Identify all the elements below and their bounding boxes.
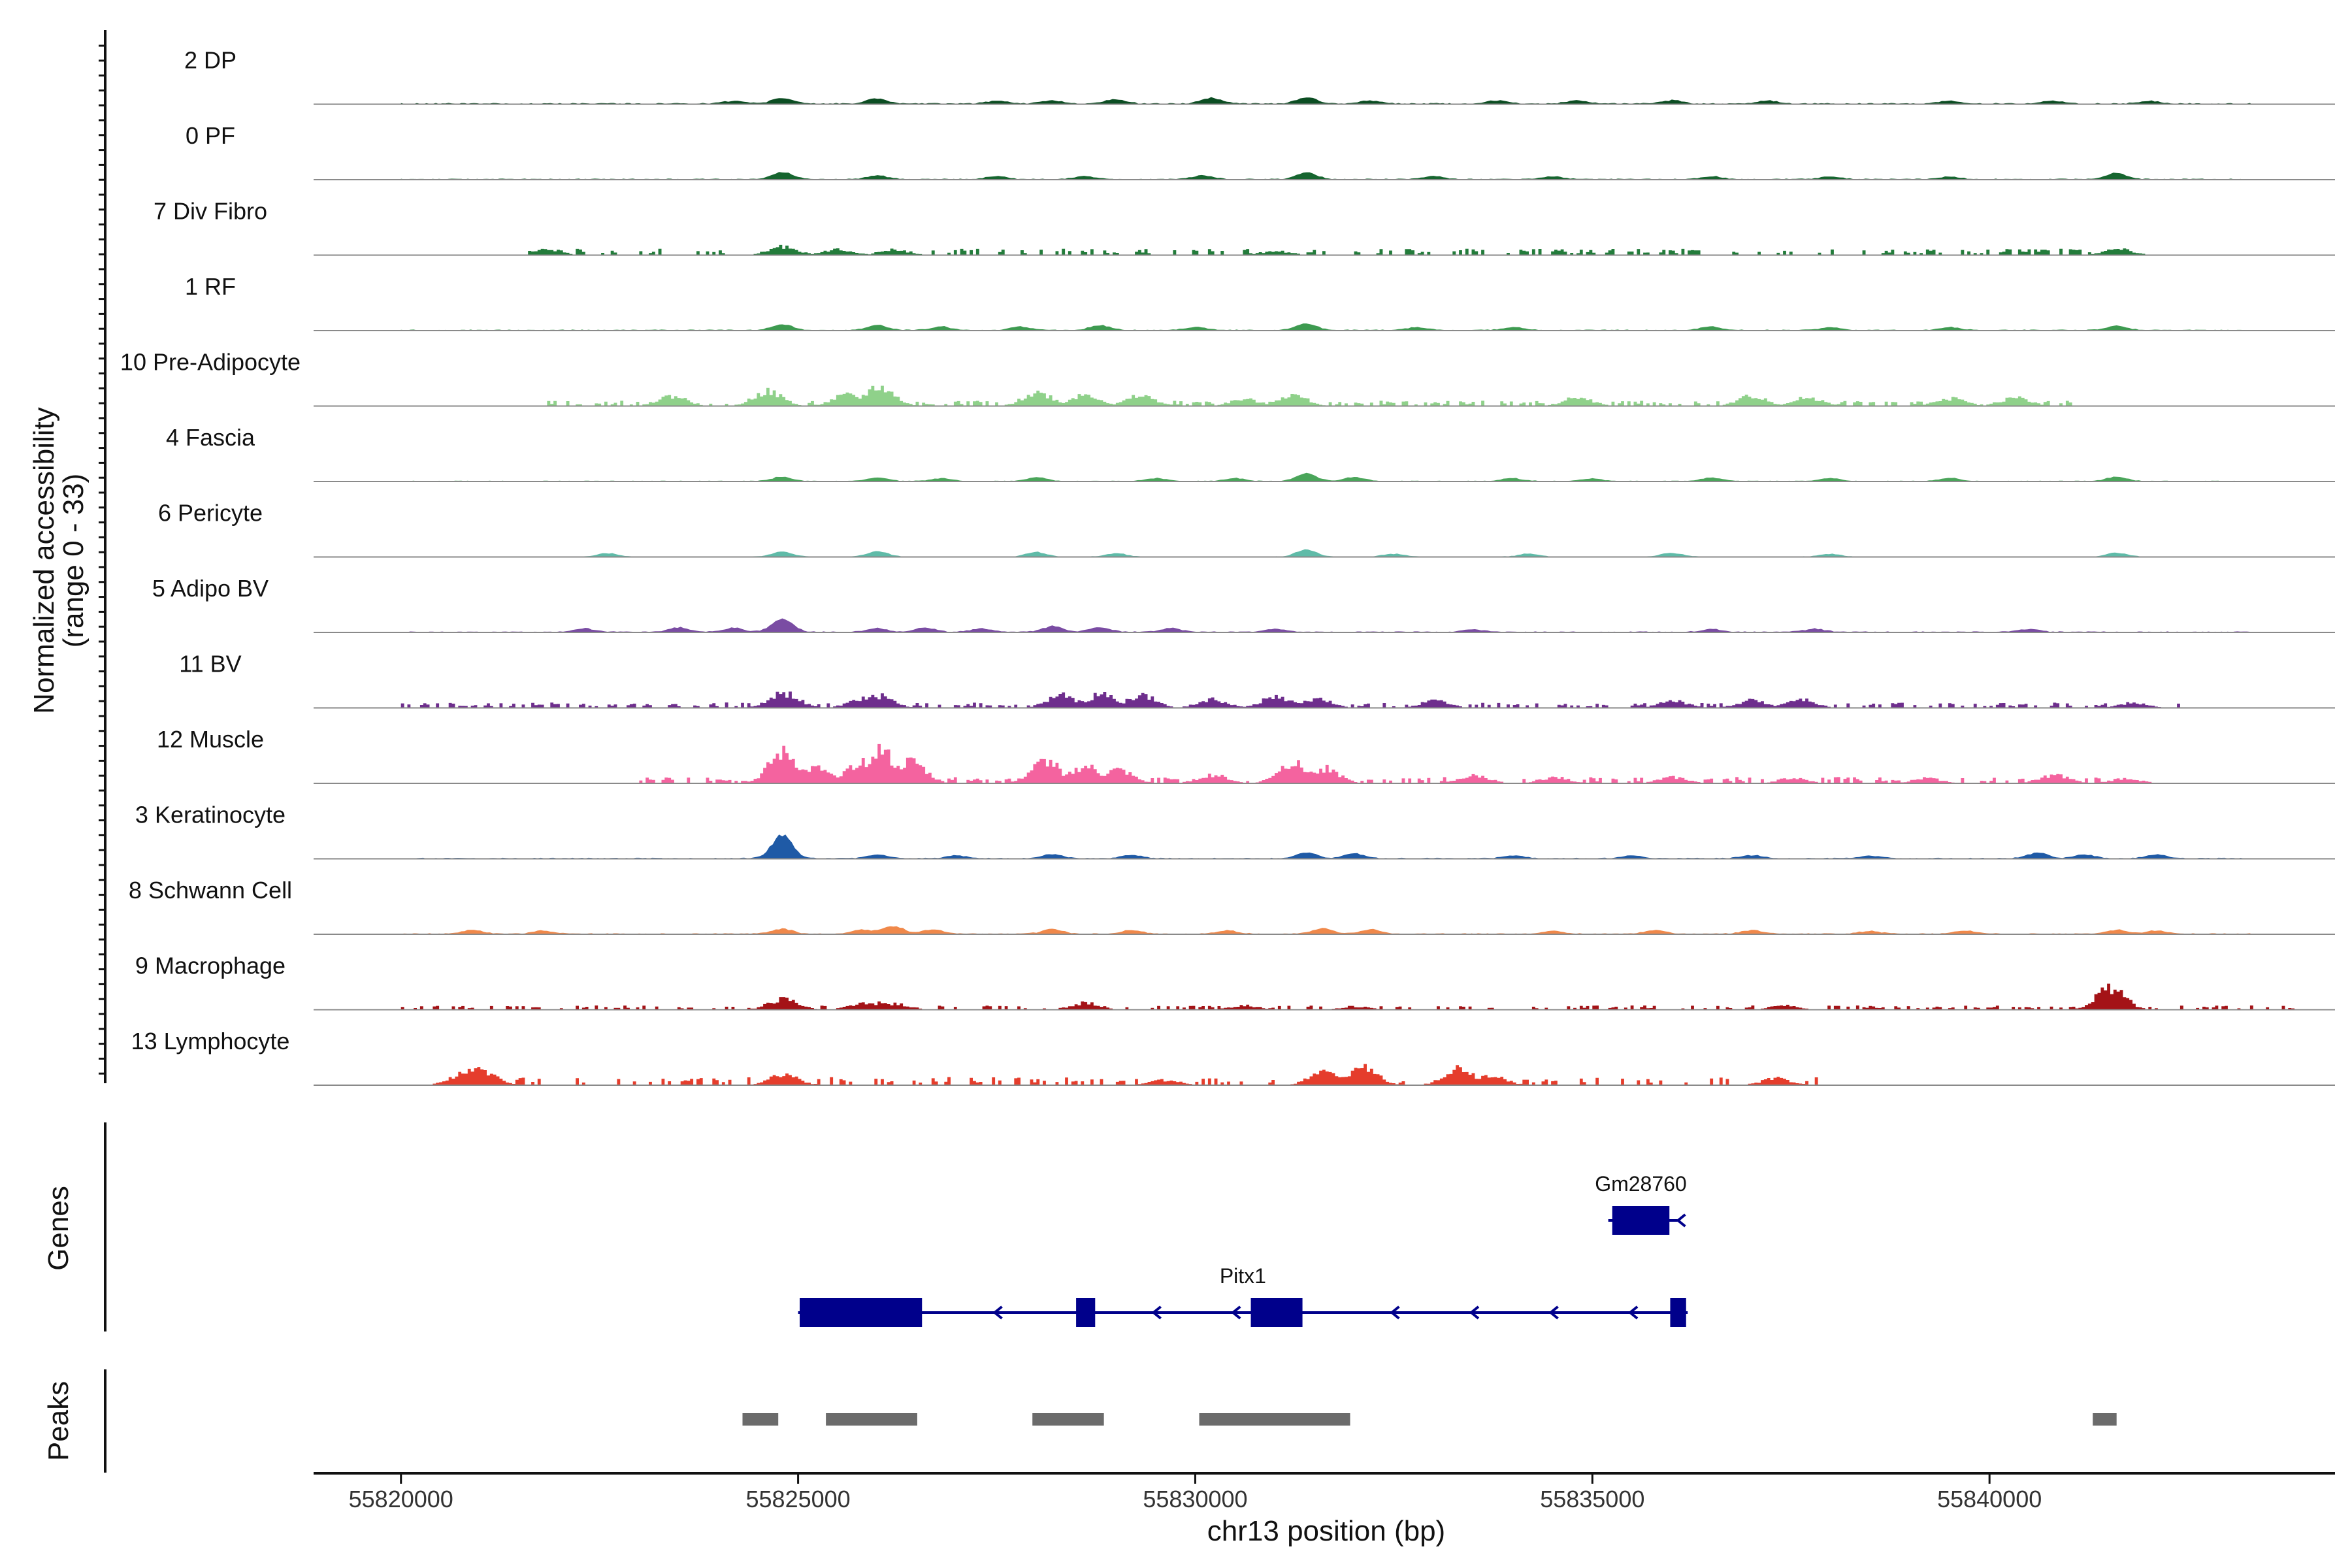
peak-region <box>1032 1413 1104 1426</box>
x-axis-title: chr13 position (bp) <box>1207 1515 1445 1547</box>
gene-exon <box>1612 1206 1670 1235</box>
gene-label: Gm28760 <box>1595 1172 1687 1196</box>
gene-label: Pitx1 <box>1220 1264 1266 1288</box>
strand-arrow <box>1627 1305 1639 1320</box>
track-signal-13 <box>400 983 2295 1010</box>
strand-arrow <box>1231 1305 1241 1320</box>
track-signal-2 <box>400 172 2252 180</box>
peak-region <box>2093 1413 2117 1426</box>
x-axis-tick-label: 55825000 <box>746 1486 851 1512</box>
y-axis-subtitle: (range 0 - 33) <box>57 474 90 648</box>
track-6: 4 Fascia <box>166 424 2335 482</box>
y-axis-title: Normalized accessibility <box>28 407 60 713</box>
track-label-12: 8 Schwann Cell <box>129 877 292 904</box>
track-signal-11 <box>400 834 2252 859</box>
track-label-10: 12 Muscle <box>157 726 264 753</box>
strand-arrow <box>1548 1305 1559 1320</box>
gene-exon <box>1250 1298 1303 1327</box>
strand-arrow <box>1390 1305 1400 1320</box>
track-label-11: 3 Keratinocyte <box>135 802 286 828</box>
track-2: 0 PF <box>186 122 2335 180</box>
track-14: 13 Lymphocyte <box>131 1028 2335 1086</box>
peak-regions <box>742 1413 2117 1426</box>
gene-exon <box>1076 1298 1096 1327</box>
track-label-1: 2 DP <box>184 47 237 74</box>
x-axis-tick-label: 55820000 <box>349 1486 453 1512</box>
track-7: 6 Pericyte <box>158 500 2335 558</box>
track-label-9: 11 BV <box>179 651 241 678</box>
track-label-4: 1 RF <box>185 273 236 300</box>
track-signal-6 <box>400 472 2252 482</box>
x-axis-tick-label: 55840000 <box>1937 1486 2042 1512</box>
strand-arrow <box>992 1305 1003 1320</box>
track-signal-8 <box>400 618 2252 632</box>
track-label-14: 13 Lymphocyte <box>131 1028 290 1054</box>
track-3: 7 Div Fibro <box>154 198 2335 256</box>
track-label-5: 10 Pre-Adipocyte <box>120 349 301 376</box>
strand-arrow <box>1676 1213 1686 1228</box>
coverage-y-axis-ticks <box>99 44 105 1075</box>
gene-gm28760: Gm28760 <box>1595 1172 1687 1235</box>
track-label-7: 6 Pericyte <box>158 500 263 527</box>
track-label-13: 9 Macrophage <box>135 953 286 979</box>
track-signal-7 <box>440 549 2252 557</box>
track-signal-10 <box>639 743 2152 783</box>
gene-exon <box>1670 1298 1686 1327</box>
track-4: 1 RF <box>185 273 2335 331</box>
track-signal-5 <box>544 385 2072 406</box>
gene-exon <box>800 1298 923 1327</box>
track-1: 2 DP <box>184 47 2335 105</box>
track-signal-1 <box>400 97 2252 105</box>
track-signal-4 <box>400 323 2252 331</box>
strand-arrow <box>1469 1305 1480 1320</box>
track-11: 3 Keratinocyte <box>135 802 2335 860</box>
track-12: 8 Schwann Cell <box>129 877 2335 935</box>
gene-annotations: Gm28760 Pitx1 <box>798 1172 1688 1327</box>
track-5: 10 Pre-Adipocyte <box>120 349 2335 407</box>
track-9: 11 BV <box>179 651 2335 709</box>
track-label-8: 5 Adipo BV <box>152 575 269 602</box>
track-signal-3 <box>528 244 2152 255</box>
x-axis-tick-label: 55835000 <box>1540 1486 1644 1512</box>
peaks-panel-title: Peaks <box>42 1381 74 1461</box>
track-8: 5 Adipo BV <box>152 575 2335 633</box>
track-10: 12 Muscle <box>157 726 2335 784</box>
gene-pitx1: Pitx1 <box>798 1264 1688 1327</box>
track-signal-12 <box>400 926 2252 934</box>
peak-region <box>742 1413 779 1426</box>
track-label-3: 7 Div Fibro <box>154 198 267 225</box>
x-axis-tick-label: 55830000 <box>1143 1486 1247 1512</box>
track-label-6: 4 Fascia <box>166 424 255 451</box>
peak-region <box>1199 1413 1350 1426</box>
track-signal-9 <box>400 691 2183 708</box>
track-13: 9 Macrophage <box>135 953 2335 1011</box>
genes-panel-title: Genes <box>42 1186 74 1271</box>
coverage-tracks: 2 DP 0 PF 7 Div Fibro 1 RF 10 Pre-Adipocyte 4… <box>120 47 2335 1086</box>
strand-arrow <box>1151 1305 1162 1320</box>
track-signal-14 <box>433 1064 1818 1085</box>
track-label-2: 0 PF <box>186 122 235 149</box>
peak-region <box>826 1413 917 1426</box>
x-axis-ticks: 55820000 55825000 55830000 55835000 55840000 <box>349 1473 2042 1512</box>
